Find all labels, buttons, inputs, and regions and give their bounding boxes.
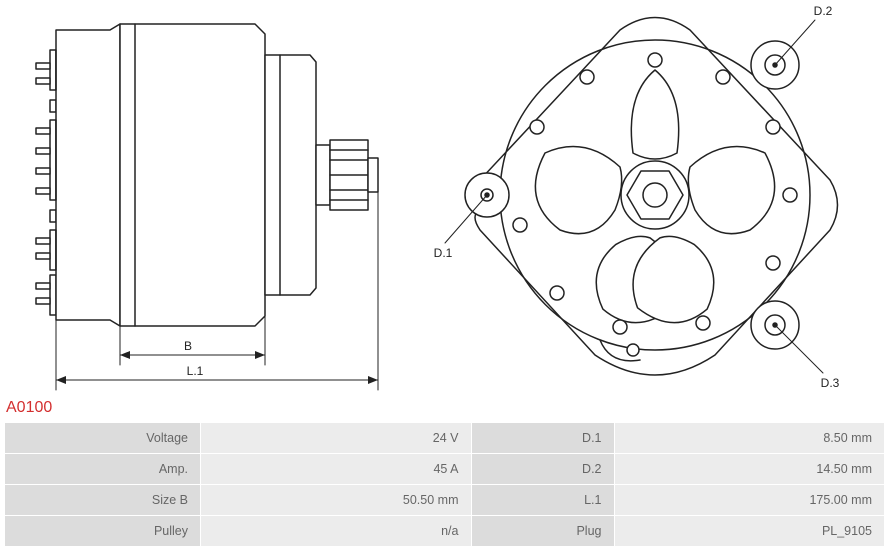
spec-value-d2: 14.50 mm [615, 454, 885, 484]
spec-label-d2: D.2 [472, 454, 614, 484]
spec-value-l1: 175.00 mm [615, 485, 885, 515]
spec-value-plug: PL_9105 [615, 516, 885, 546]
dim-d3-label: D.3 [821, 376, 840, 390]
spec-value-sizeb: 50.50 mm [201, 485, 471, 515]
dim-d1-label: D.1 [434, 246, 453, 260]
spec-value-pulley: n/a [201, 516, 471, 546]
spec-label-pulley: Pulley [5, 516, 200, 546]
side-view-drawing: B L.1 [36, 24, 378, 390]
spec-table: Voltage 24 V D.1 8.50 mm Amp. 45 A D.2 1… [5, 423, 884, 546]
spec-label-voltage: Voltage [5, 423, 200, 453]
part-number: A0100 [0, 395, 889, 423]
technical-drawings: B L.1 [0, 0, 889, 395]
spec-label-plug: Plug [472, 516, 614, 546]
rear-view-drawing: D.1 D.2 D.3 [434, 4, 840, 390]
spec-label-amp: Amp. [5, 454, 200, 484]
diagram-area: B L.1 [0, 0, 889, 395]
spec-value-voltage: 24 V [201, 423, 471, 453]
spec-value-d1: 8.50 mm [615, 423, 885, 453]
spec-value-amp: 45 A [201, 454, 471, 484]
spec-label-d1: D.1 [472, 423, 614, 453]
spec-label-sizeb: Size B [5, 485, 200, 515]
dim-b-label: B [184, 339, 192, 353]
dim-d2-label: D.2 [814, 4, 833, 18]
spec-label-l1: L.1 [472, 485, 614, 515]
dim-l1-label: L.1 [187, 364, 204, 378]
